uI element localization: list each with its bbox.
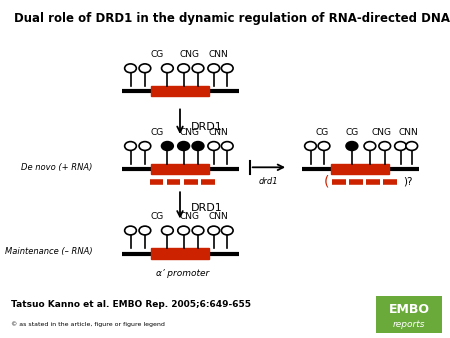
Circle shape [162,226,173,235]
Text: CG: CG [315,127,328,137]
Circle shape [305,142,316,150]
Circle shape [178,226,189,235]
Circle shape [192,64,204,73]
Bar [151,86,209,96]
Text: CNG: CNG [179,127,199,137]
Circle shape [318,142,330,150]
Text: drd1: drd1 [259,177,279,187]
Text: CNG: CNG [179,212,199,221]
Circle shape [192,142,204,150]
Text: CNN: CNN [208,50,228,59]
Text: CG: CG [345,127,359,137]
Circle shape [178,64,189,73]
Bar [151,164,209,174]
Bar [331,164,389,174]
Circle shape [162,64,173,73]
Text: Tatsuo Kanno et al. EMBO Rep. 2005;6:649-655: Tatsuo Kanno et al. EMBO Rep. 2005;6:649… [11,300,251,309]
Circle shape [162,142,173,150]
Circle shape [221,64,233,73]
Text: CG: CG [151,212,164,221]
Circle shape [379,142,391,150]
Text: Maintenance (– RNA): Maintenance (– RNA) [4,247,92,256]
Bar [151,248,209,259]
Circle shape [208,226,220,235]
Circle shape [125,64,136,73]
Bar [376,296,442,333]
Circle shape [364,142,376,150]
Circle shape [395,142,406,150]
Text: DRD1: DRD1 [191,122,223,132]
Text: CG: CG [151,127,164,137]
Circle shape [192,226,204,235]
Text: αʹ promoter: αʹ promoter [156,269,209,278]
Circle shape [221,226,233,235]
Circle shape [208,142,220,150]
Text: EMBO: EMBO [388,303,430,316]
Text: (: ( [324,175,329,189]
Text: CG: CG [151,50,164,59]
Circle shape [125,142,136,150]
Text: CNG: CNG [372,127,392,137]
Circle shape [125,226,136,235]
Text: CNN: CNN [208,127,228,137]
Circle shape [139,226,151,235]
Text: DRD1: DRD1 [191,203,223,213]
Text: Dual role of DRD1 in the dynamic regulation of RNA-directed DNA methylation.: Dual role of DRD1 in the dynamic regulat… [14,12,450,25]
Text: CNN: CNN [208,212,228,221]
Text: De novo (+ RNA): De novo (+ RNA) [21,163,92,172]
Circle shape [139,142,151,150]
Circle shape [139,64,151,73]
Circle shape [346,142,358,150]
Text: © as stated in the article, figure or figure legend: © as stated in the article, figure or fi… [11,322,165,327]
Text: CNN: CNN [399,127,418,137]
Circle shape [406,142,418,150]
Text: reports: reports [393,320,425,329]
Circle shape [208,64,220,73]
Text: CNG: CNG [179,50,199,59]
Circle shape [178,142,189,150]
Text: )?: )? [403,176,412,186]
Circle shape [221,142,233,150]
